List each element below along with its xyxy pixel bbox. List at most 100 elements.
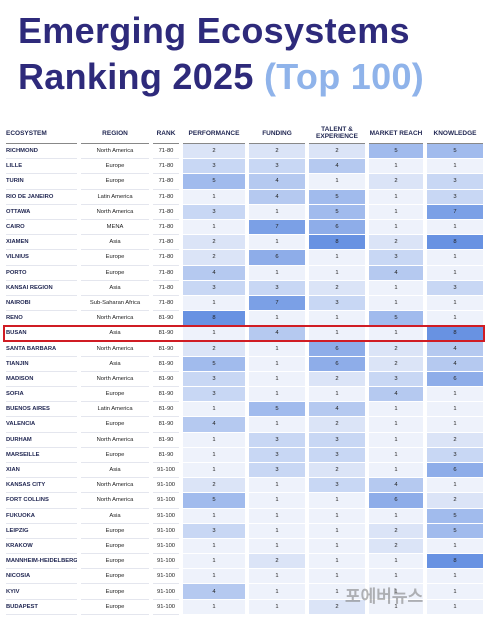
score-cell: 1 (249, 523, 305, 539)
title-highlight: (Top 100) (264, 56, 425, 97)
rank-cell: 91-100 (153, 463, 179, 479)
column-header: RANK (153, 123, 179, 144)
score-cell: 1 (427, 250, 483, 266)
rank-cell: 71-80 (153, 266, 179, 281)
score-cell: 3 (249, 159, 305, 175)
score-cell: 2 (427, 493, 483, 509)
rank-cell: 71-80 (153, 144, 179, 160)
score-cell: 1 (309, 523, 365, 539)
score-cell: 1 (183, 295, 245, 312)
score-cell: 1 (369, 219, 423, 236)
table-row: RICHMOND North America 71-80 2 2 2 5 5 (6, 144, 483, 160)
score-cell: 6 (427, 462, 483, 479)
table-row: BUDAPEST Europe 91-100 1 1 2 1 1 (6, 599, 483, 615)
rank-cell: 81-90 (153, 387, 179, 403)
table-row: NICOSIA Europe 91-100 1 1 1 1 1 (6, 569, 483, 585)
region-cell: Latin America (81, 190, 149, 205)
score-cell: 2 (369, 341, 423, 357)
rank-cell: 81-90 (153, 402, 179, 418)
region-cell: North America (81, 311, 149, 327)
region-cell: North America (81, 478, 149, 494)
score-cell: 1 (309, 493, 365, 509)
score-cell: 2 (183, 478, 245, 494)
ecosystem-cell: FUKUOKA (6, 509, 77, 524)
score-cell: 5 (183, 174, 245, 190)
rank-cell: 81-90 (153, 311, 179, 327)
rank-cell: 81-90 (153, 433, 179, 448)
score-cell: 1 (369, 462, 423, 479)
score-cell: 3 (183, 387, 245, 403)
score-cell: 1 (369, 295, 423, 312)
score-cell: 2 (369, 356, 423, 372)
score-cell: 1 (183, 219, 245, 236)
ecosystem-cell: LEIPZIG (6, 524, 77, 539)
score-cell: 1 (183, 569, 245, 585)
table-row: OTTAWA North America 71-80 3 1 5 1 7 (6, 204, 483, 220)
ecosystem-cell: CAIRO (6, 220, 77, 236)
ecosystem-cell: RIO DE JANEIRO (6, 190, 77, 205)
score-cell: 1 (427, 219, 483, 236)
table-row: NAIROBI Sub-Saharan Africa 71-80 1 7 3 1 1 (6, 295, 483, 312)
score-cell: 1 (427, 402, 483, 418)
ecosystem-cell: TURIN (6, 174, 77, 190)
table-row: MARSEILLE Europe 81-90 1 3 3 1 3 (6, 447, 483, 463)
region-cell: Asia (81, 281, 149, 296)
score-cell: 1 (183, 189, 245, 205)
ecosystem-cell: MARSEILLE (6, 448, 77, 463)
rank-cell: 91-100 (153, 524, 179, 539)
ecosystem-cell: KANSAS CITY (6, 478, 77, 494)
ecosystem-cell: KANSAI REGION (6, 281, 77, 296)
score-cell: 1 (183, 554, 245, 570)
score-cell: 1 (309, 174, 365, 190)
ecosystem-cell: NAIROBI (6, 296, 77, 312)
header-row: ECOSYSTEM REGION RANK PERFORMANCE FUNDING TAL… (6, 123, 483, 144)
score-cell: 1 (249, 235, 305, 251)
region-cell: Europe (81, 554, 149, 570)
score-cell: 8 (427, 235, 483, 251)
score-cell: 4 (183, 265, 245, 281)
region-cell: Europe (81, 600, 149, 615)
region-cell: Europe (81, 417, 149, 433)
region-cell: Asia (81, 357, 149, 372)
table-row: LILLE Europe 71-80 3 3 4 1 1 (6, 159, 483, 175)
score-cell: 1 (369, 159, 423, 175)
score-cell: 1 (183, 432, 245, 448)
table-row: MADISON North America 81-90 3 1 2 3 6 (6, 371, 483, 387)
score-cell: 1 (369, 189, 423, 205)
score-cell: 1 (183, 402, 245, 418)
score-cell: 1 (183, 326, 245, 342)
ecosystem-cell: MANNHEIM-HEIDELBERG (6, 554, 77, 570)
region-cell: Europe (81, 387, 149, 403)
ecosystem-cell: SOFIA (6, 387, 77, 403)
table-body: RICHMOND North America 71-80 2 2 2 5 5 LILLE Euro… (6, 144, 483, 615)
score-cell: 4 (249, 189, 305, 205)
score-cell: 5 (427, 523, 483, 539)
score-cell: 1 (183, 447, 245, 463)
score-cell: 1 (249, 599, 305, 615)
score-cell: 1 (309, 569, 365, 585)
score-cell: 5 (309, 204, 365, 220)
score-cell: 3 (249, 447, 305, 463)
column-header: TALENT & EXPERIENCE (309, 123, 365, 144)
score-cell: 2 (309, 462, 365, 479)
ecosystem-cell: XIAN (6, 463, 77, 479)
table-row: LEIPZIG Europe 91-100 3 1 1 2 5 (6, 523, 483, 539)
rank-cell: 81-90 (153, 326, 179, 342)
title: Emerging Ecosystems Ranking 2025 (Top 10… (18, 8, 473, 100)
region-cell: North America (81, 372, 149, 387)
score-cell: 1 (183, 599, 245, 615)
score-cell: 1 (249, 538, 305, 555)
table-row: TURIN Europe 71-80 5 4 1 2 3 (6, 174, 483, 190)
ecosystem-cell: TIANJIN (6, 357, 77, 372)
ecosystem-cell: OTTAWA (6, 205, 77, 220)
table-row: KANSAI REGION Asia 71-80 3 3 2 1 3 (6, 280, 483, 296)
score-cell: 1 (309, 250, 365, 266)
score-cell: 2 (309, 144, 365, 160)
region-cell: North America (81, 341, 149, 357)
rank-cell: 91-100 (153, 600, 179, 615)
score-cell: 1 (309, 554, 365, 570)
region-cell: Asia (81, 326, 149, 342)
score-cell: 5 (183, 356, 245, 372)
score-cell: 4 (309, 159, 365, 175)
score-cell: 3 (183, 204, 245, 220)
